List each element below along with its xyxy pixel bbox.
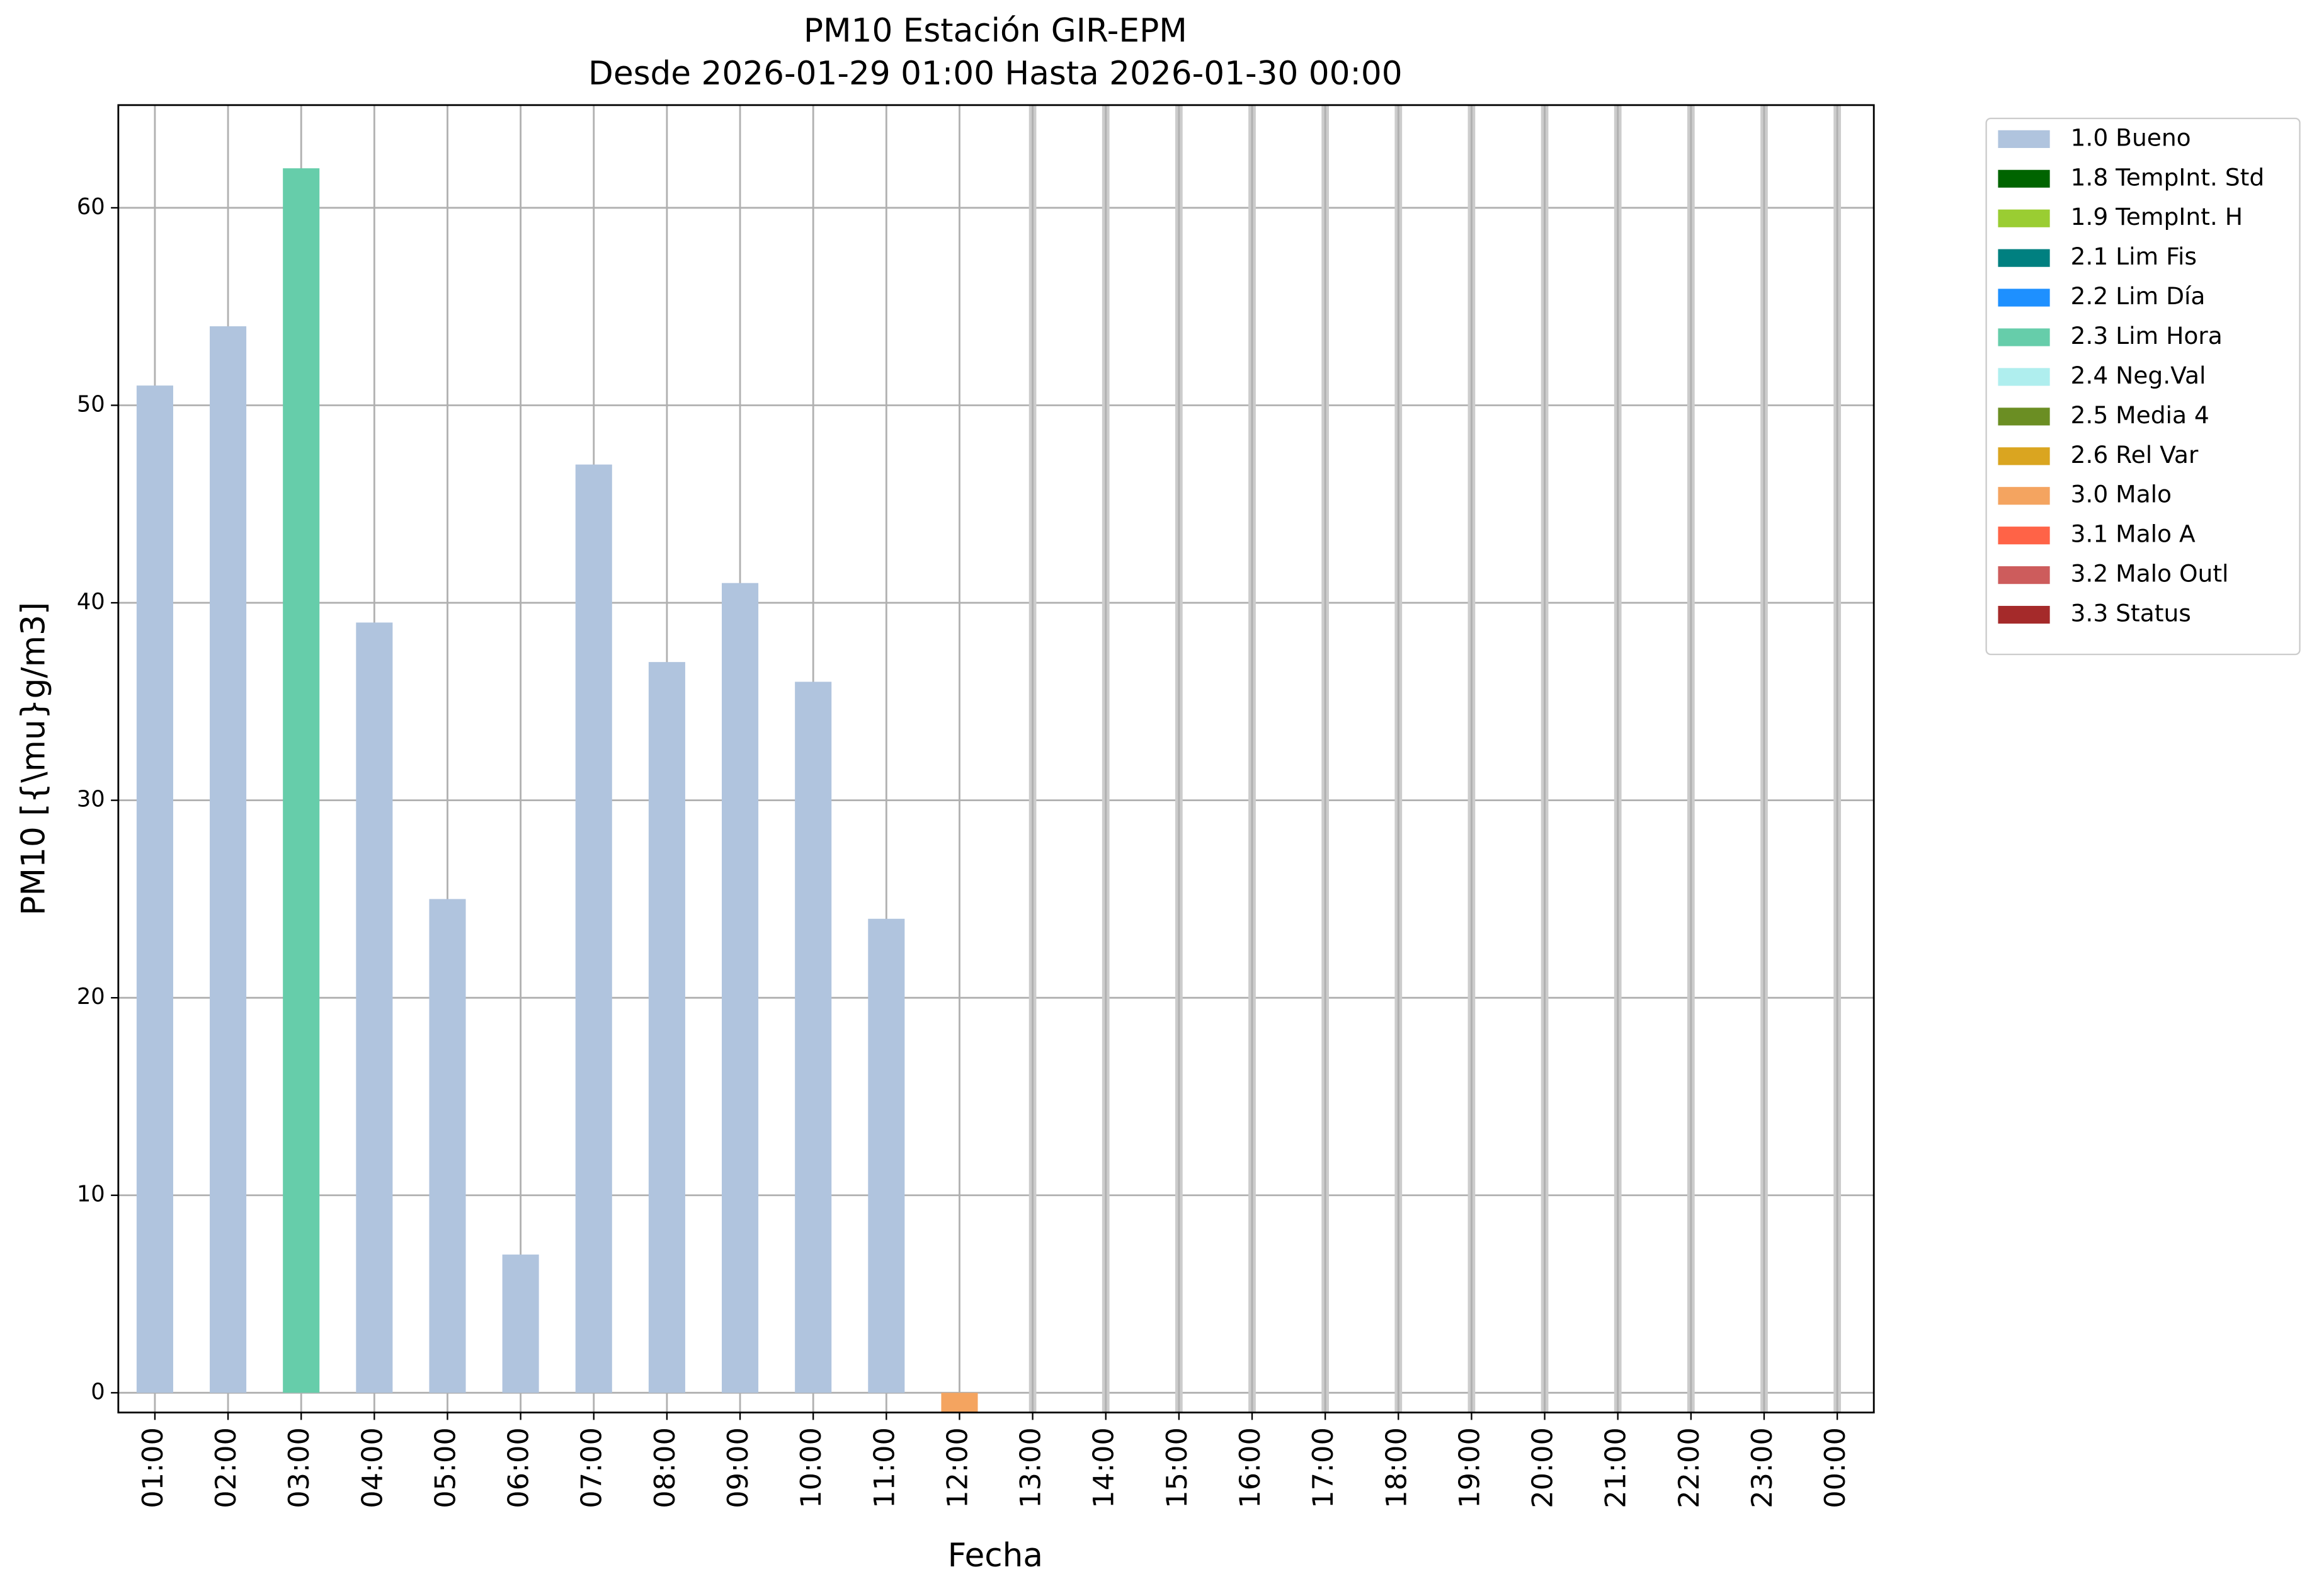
x-tick-label: 03:00 — [283, 1427, 316, 1508]
y-tick-label: 50 — [77, 391, 105, 417]
legend-swatch — [1998, 566, 2050, 584]
bar — [210, 326, 247, 1393]
x-tick-label: 10:00 — [795, 1427, 828, 1508]
legend-label: 3.2 Malo Outl — [2071, 560, 2229, 588]
legend-label: 1.8 TempInt. Std — [2071, 163, 2265, 191]
bar — [575, 464, 612, 1393]
legend-swatch — [1998, 169, 2050, 188]
y-tick-label: 20 — [77, 984, 105, 1010]
x-tick-label: 21:00 — [1600, 1427, 1632, 1508]
legend-label: 2.3 Lim Hora — [2071, 322, 2223, 350]
bar — [795, 681, 832, 1393]
x-tick-label: 06:00 — [503, 1427, 535, 1508]
legend-label: 2.2 Lim Día — [2071, 282, 2206, 310]
legend-swatch — [1998, 130, 2050, 148]
x-tick-label: 22:00 — [1673, 1427, 1706, 1508]
y-tick-label: 10 — [77, 1182, 105, 1207]
legend-label: 2.6 Rel Var — [2071, 441, 2199, 469]
legend-swatch — [1998, 447, 2050, 465]
legend-swatch — [1998, 249, 2050, 267]
x-tick-label: 14:00 — [1088, 1427, 1120, 1508]
x-tick-label: 17:00 — [1307, 1427, 1340, 1508]
bar — [722, 583, 759, 1393]
bar — [429, 899, 466, 1393]
legend-label: 2.4 Neg.Val — [2071, 362, 2206, 389]
x-tick-label: 08:00 — [649, 1427, 681, 1508]
x-axis-label: Fecha — [948, 1537, 1043, 1575]
legend-swatch — [1998, 605, 2050, 624]
x-tick-label: 04:00 — [356, 1427, 389, 1508]
x-tick-label: 18:00 — [1380, 1427, 1413, 1508]
y-axis-label: PM10 [{\mu}g/m3] — [14, 602, 52, 916]
y-tick-label: 30 — [77, 787, 105, 812]
x-tick-label: 23:00 — [1746, 1427, 1779, 1508]
y-tick-label: 40 — [77, 589, 105, 615]
legend-label: 3.1 Malo A — [2071, 520, 2196, 548]
x-tick-label: 01:00 — [137, 1427, 169, 1508]
bar — [502, 1254, 539, 1393]
legend-swatch — [1998, 408, 2050, 426]
y-tick-label: 0 — [91, 1379, 105, 1405]
x-tick-label: 12:00 — [941, 1427, 974, 1508]
legend-label: 2.5 Media 4 — [2071, 401, 2209, 429]
bar — [941, 1393, 978, 1413]
legend-label: 1.0 Bueno — [2071, 123, 2191, 151]
x-tick-label: 19:00 — [1453, 1427, 1486, 1508]
x-tick-label: 13:00 — [1015, 1427, 1047, 1508]
x-tick-label: 07:00 — [576, 1427, 608, 1508]
bar — [868, 918, 905, 1393]
chart-subtitle: Desde 2026-01-29 01:00 Hasta 2026-01-30 … — [588, 55, 1403, 93]
x-tick-label: 11:00 — [868, 1427, 901, 1508]
legend-label: 3.0 Malo — [2071, 481, 2172, 508]
x-tick-label: 05:00 — [429, 1427, 462, 1508]
legend-label: 2.1 Lim Fis — [2071, 242, 2197, 270]
bar — [356, 622, 393, 1393]
bar — [283, 168, 320, 1393]
legend-label: 3.3 Status — [2071, 600, 2191, 627]
plot-frame — [117, 104, 1875, 1414]
chart-title: PM10 Estación GIR-EPM — [804, 12, 1187, 50]
x-tick-label: 20:00 — [1527, 1427, 1559, 1508]
x-tick-label: 15:00 — [1161, 1427, 1194, 1508]
legend-label: 1.9 TempInt. H — [2071, 203, 2243, 231]
legend-box — [1985, 117, 2301, 656]
bar — [648, 662, 685, 1393]
bar — [136, 385, 173, 1393]
x-tick-label: 16:00 — [1234, 1427, 1267, 1508]
x-tick-label: 09:00 — [722, 1427, 755, 1508]
legend-swatch — [1998, 209, 2050, 227]
x-tick-label: 02:00 — [210, 1427, 242, 1508]
legend-swatch — [1998, 328, 2050, 346]
x-tick-label: 00:00 — [1819, 1427, 1852, 1508]
y-tick-label: 60 — [77, 194, 105, 220]
legend-swatch — [1998, 487, 2050, 505]
legend-swatch — [1998, 527, 2050, 545]
legend-swatch — [1998, 368, 2050, 386]
legend-swatch — [1998, 288, 2050, 307]
